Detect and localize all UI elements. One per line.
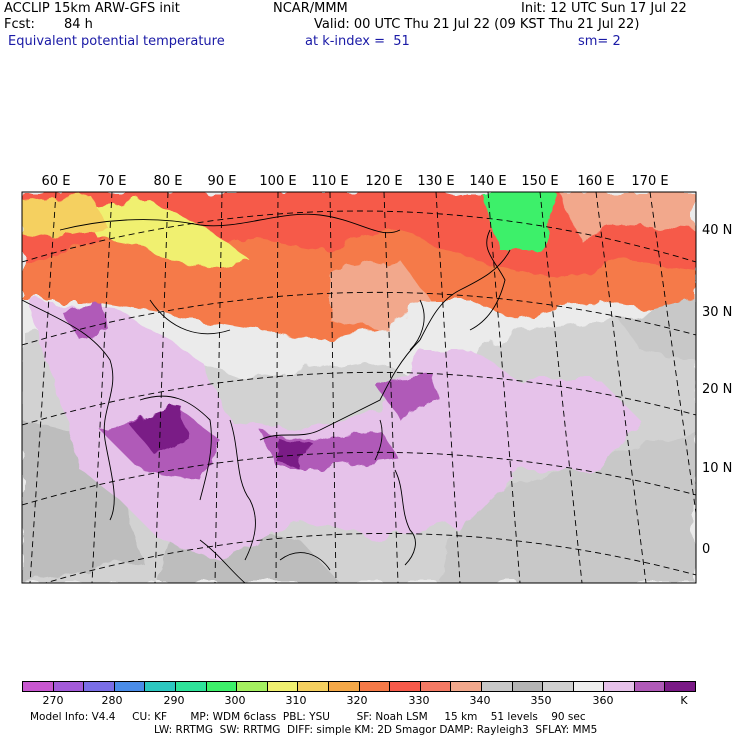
lon-label: 70 E bbox=[98, 174, 127, 189]
colorbar-swatch bbox=[359, 682, 391, 691]
colorbar-swatch bbox=[573, 682, 605, 691]
colorbar-swatch bbox=[84, 682, 115, 691]
colorbar-tick: 320 bbox=[346, 694, 368, 707]
colorbar-swatch bbox=[298, 682, 329, 691]
lat-label: 20 N bbox=[702, 382, 732, 397]
lon-label: 80 E bbox=[154, 174, 183, 189]
colorbar-swatch bbox=[512, 682, 544, 691]
field-layer bbox=[22, 192, 696, 583]
lon-label: 150 E bbox=[521, 174, 558, 189]
smoothing-value: sm= 2 bbox=[578, 34, 621, 49]
coastlines bbox=[22, 213, 511, 583]
colorbar-swatch bbox=[175, 682, 207, 691]
init-time: Init: 12 UTC Sun 17 Jul 22 bbox=[521, 1, 687, 16]
graticule bbox=[22, 192, 696, 583]
lon-label: 60 E bbox=[42, 174, 71, 189]
colorbar-swatch bbox=[665, 682, 696, 691]
lat-label: 0 bbox=[702, 542, 710, 557]
colorbar-swatch bbox=[634, 682, 666, 691]
colorbar-swatch bbox=[328, 682, 360, 691]
colorbar-tick: 270 bbox=[42, 694, 64, 707]
colorbar-swatch bbox=[237, 682, 268, 691]
latitude-labels: 40 N 30 N 20 N 10 N 0 bbox=[702, 223, 732, 557]
lon-label: 140 E bbox=[469, 174, 506, 189]
lon-label: 100 E bbox=[259, 174, 296, 189]
colorbar-swatch bbox=[604, 682, 635, 691]
colorbar-tick: 360 bbox=[592, 694, 614, 707]
lon-label: 130 E bbox=[417, 174, 454, 189]
colorbar-tick: 310 bbox=[285, 694, 307, 707]
model-info-line1: Model Info: V4.4 CU: KF MP: WDM 6class P… bbox=[30, 711, 586, 723]
lon-label: 170 E bbox=[631, 174, 668, 189]
model-title: ACCLIP 15km ARW-GFS init bbox=[4, 1, 180, 16]
lat-label: 40 N bbox=[702, 223, 732, 238]
forecast-label: Fcst: bbox=[4, 17, 35, 32]
colorbar-tick: 290 bbox=[163, 694, 185, 707]
level-index: at k-index = 51 bbox=[305, 34, 410, 49]
colorbar-swatch bbox=[481, 682, 513, 691]
map-frame bbox=[21, 191, 697, 584]
colorbar-tick: 340 bbox=[469, 694, 491, 707]
colorbar-unit: K bbox=[680, 694, 688, 707]
lon-label: 110 E bbox=[311, 174, 348, 189]
colorbar-swatch bbox=[390, 682, 421, 691]
colorbar-swatch bbox=[451, 682, 482, 691]
longitude-labels: 60 E 70 E 80 E 90 E 100 E 110 E 120 E 13… bbox=[42, 174, 669, 189]
lon-label: 120 E bbox=[365, 174, 402, 189]
colorbar-swatch bbox=[543, 682, 574, 691]
colorbar-swatch bbox=[114, 682, 146, 691]
colorbar-swatch bbox=[206, 682, 238, 691]
center-label: NCAR/MMM bbox=[273, 1, 348, 16]
valid-time: Valid: 00 UTC Thu 21 Jul 22 (09 KST Thu … bbox=[314, 17, 640, 32]
colorbar-swatch bbox=[145, 682, 176, 691]
colorbar-tick: 300 bbox=[224, 694, 246, 707]
colorbar-tick: 280 bbox=[101, 694, 123, 707]
colorbar-tick: 350 bbox=[530, 694, 552, 707]
colorbar-swatch bbox=[267, 682, 299, 691]
forecast-hours: 84 h bbox=[64, 17, 93, 32]
colorbar bbox=[22, 681, 696, 692]
colorbar-swatch bbox=[53, 682, 85, 691]
lat-label: 30 N bbox=[702, 305, 732, 320]
colorbar-tick: 330 bbox=[408, 694, 430, 707]
colorbar-swatch bbox=[23, 682, 54, 691]
colorbar-swatch bbox=[420, 682, 452, 691]
model-info-line2: LW: RRTMG SW: RRTMG DIFF: simple KM: 2D … bbox=[154, 724, 598, 736]
lon-label: 160 E bbox=[577, 174, 614, 189]
lat-label: 10 N bbox=[702, 461, 732, 476]
field-name: Equivalent potential temperature bbox=[8, 34, 225, 49]
lon-label: 90 E bbox=[208, 174, 237, 189]
